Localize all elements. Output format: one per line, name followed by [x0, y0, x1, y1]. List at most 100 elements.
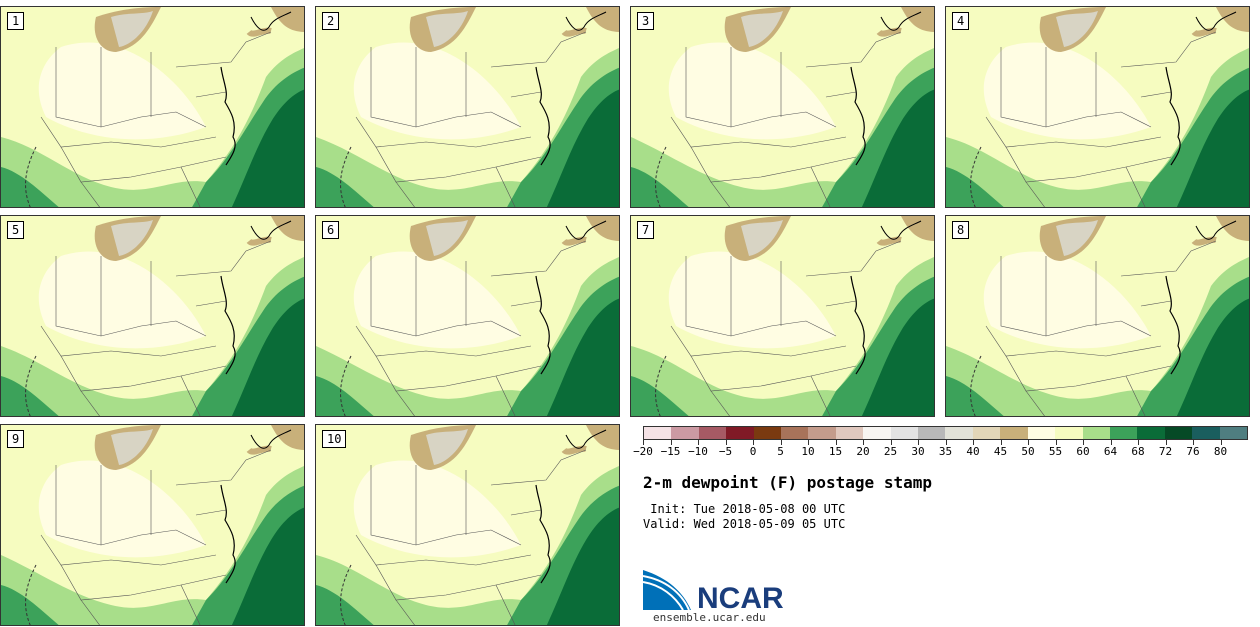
- colorbar-tick-label: 80: [1213, 445, 1228, 458]
- ensemble-member-panel: 1: [0, 6, 305, 208]
- dewpoint-map: [631, 216, 934, 416]
- colorbar-swatch: [726, 427, 754, 439]
- colorbar: [643, 426, 1248, 440]
- colorbar-swatch: [1000, 427, 1028, 439]
- member-number-label: 6: [322, 221, 340, 239]
- colorbar-tick-label: −5: [718, 445, 733, 458]
- colorbar-swatch: [808, 427, 836, 439]
- colorbar-tick: [1083, 440, 1084, 445]
- colorbar-swatch: [671, 427, 699, 439]
- dewpoint-map: [316, 216, 619, 416]
- colorbar-tick-label: 45: [993, 445, 1008, 458]
- colorbar-swatch: [1109, 427, 1138, 439]
- colorbar-tick-label: 35: [938, 445, 953, 458]
- dewpoint-map: [946, 216, 1249, 416]
- colorbar-swatch: [835, 427, 864, 439]
- colorbar-swatch: [644, 427, 672, 439]
- ensemble-member-panel: 2: [315, 6, 620, 208]
- dewpoint-map: [316, 425, 619, 625]
- member-number-label: 1: [7, 12, 25, 30]
- colorbar-tick: [780, 440, 782, 445]
- chart-title: 2-m dewpoint (F) postage stamp: [643, 473, 932, 492]
- member-number-label: 10: [322, 430, 347, 448]
- colorbar-swatch: [698, 427, 727, 439]
- colorbar-tick-label: 68: [1131, 445, 1145, 458]
- colorbar-swatch: [1027, 427, 1056, 439]
- dewpoint-map: [1, 216, 304, 416]
- logo-wordmark: NCAR: [697, 582, 784, 614]
- colorbar-tick: [863, 440, 864, 445]
- member-number-label: 7: [637, 221, 655, 239]
- colorbar-tick: [1193, 440, 1194, 445]
- colorbar-tick-label: 55: [1048, 445, 1063, 458]
- colorbar-tick: [670, 440, 672, 445]
- site-url: ensemble.ucar.edu: [653, 611, 766, 624]
- colorbar-tick: [835, 440, 837, 445]
- colorbar-swatch: [863, 427, 891, 439]
- colorbar-tick: [973, 440, 974, 445]
- colorbar-swatch: [890, 427, 919, 439]
- colorbar-tick: [890, 440, 892, 445]
- colorbar-tick-label: 40: [966, 445, 980, 458]
- colorbar-tick-label: 25: [883, 445, 898, 458]
- colorbar-tick: [1028, 440, 1029, 445]
- colorbar-swatch: [1219, 427, 1247, 439]
- colorbar-tick: [725, 440, 727, 445]
- colorbar-tick: [945, 440, 947, 445]
- dewpoint-map: [1, 7, 304, 207]
- dewpoint-map: [316, 7, 619, 207]
- colorbar-tick-label: 10: [801, 445, 815, 458]
- dewpoint-map: [946, 7, 1249, 207]
- colorbar-tick-label: 60: [1076, 445, 1090, 458]
- dewpoint-map: [631, 7, 934, 207]
- ensemble-member-panel: 8: [945, 215, 1250, 417]
- ensemble-member-panel: 4: [945, 6, 1250, 208]
- colorbar-swatch: [1055, 427, 1083, 439]
- ensemble-member-panel: 10: [315, 424, 620, 626]
- member-number-label: 5: [7, 221, 25, 239]
- member-number-label: 8: [952, 221, 970, 239]
- member-number-label: 2: [322, 12, 340, 30]
- ensemble-member-panel: 7: [630, 215, 935, 417]
- colorbar-tick-label: 15: [828, 445, 843, 458]
- colorbar-tick: [1138, 440, 1139, 445]
- valid-time: Valid: Wed 2018-05-09 05 UTC: [643, 517, 846, 531]
- colorbar-tick-label: 64: [1103, 445, 1118, 458]
- colorbar-tick-label: 72: [1158, 445, 1173, 458]
- colorbar-tick-label: 0: [749, 445, 757, 458]
- colorbar-swatch: [753, 427, 782, 439]
- member-number-label: 4: [952, 12, 970, 30]
- colorbar-tick: [918, 440, 919, 445]
- colorbar-tick-label: −20: [633, 445, 653, 458]
- init-time: Init: Tue 2018-05-08 00 UTC: [643, 502, 846, 516]
- colorbar-tick-label: 5: [777, 445, 784, 458]
- colorbar-tick-label: 20: [856, 445, 870, 458]
- colorbar-tick-label: 76: [1186, 445, 1200, 458]
- colorbar-tick: [1110, 440, 1112, 445]
- colorbar-tick: [1220, 440, 1222, 445]
- colorbar-tick-label: 50: [1021, 445, 1035, 458]
- colorbar-tick-label: 30: [911, 445, 925, 458]
- colorbar-tick: [1165, 440, 1167, 445]
- colorbar-tick-label: −10: [688, 445, 708, 458]
- ensemble-member-panel: 5: [0, 215, 305, 417]
- member-number-label: 9: [7, 430, 25, 448]
- ensemble-member-panel: 6: [315, 215, 620, 417]
- ncar-logo: NCAR: [642, 570, 793, 615]
- ensemble-member-panel: 3: [630, 6, 935, 208]
- colorbar-swatch: [781, 427, 809, 439]
- colorbar-swatch: [918, 427, 946, 439]
- colorbar-swatch: [1192, 427, 1220, 439]
- colorbar-tick: [698, 440, 699, 445]
- colorbar-tick: [1000, 440, 1002, 445]
- colorbar-tick: [643, 440, 644, 445]
- colorbar-swatch: [945, 427, 973, 439]
- colorbar-tick: [1055, 440, 1057, 445]
- colorbar-swatch: [1082, 427, 1110, 439]
- ensemble-member-panel: 9: [0, 424, 305, 626]
- dewpoint-map: [1, 425, 304, 625]
- colorbar-tick: [808, 440, 809, 445]
- colorbar-tick-label: −15: [660, 445, 681, 458]
- colorbar-ticks: −20 −15 −10 −5 0 5 10 15 20 25 30 35 40 45 50 55 60 64 68 7…: [633, 440, 1248, 460]
- colorbar-swatch: [1164, 427, 1193, 439]
